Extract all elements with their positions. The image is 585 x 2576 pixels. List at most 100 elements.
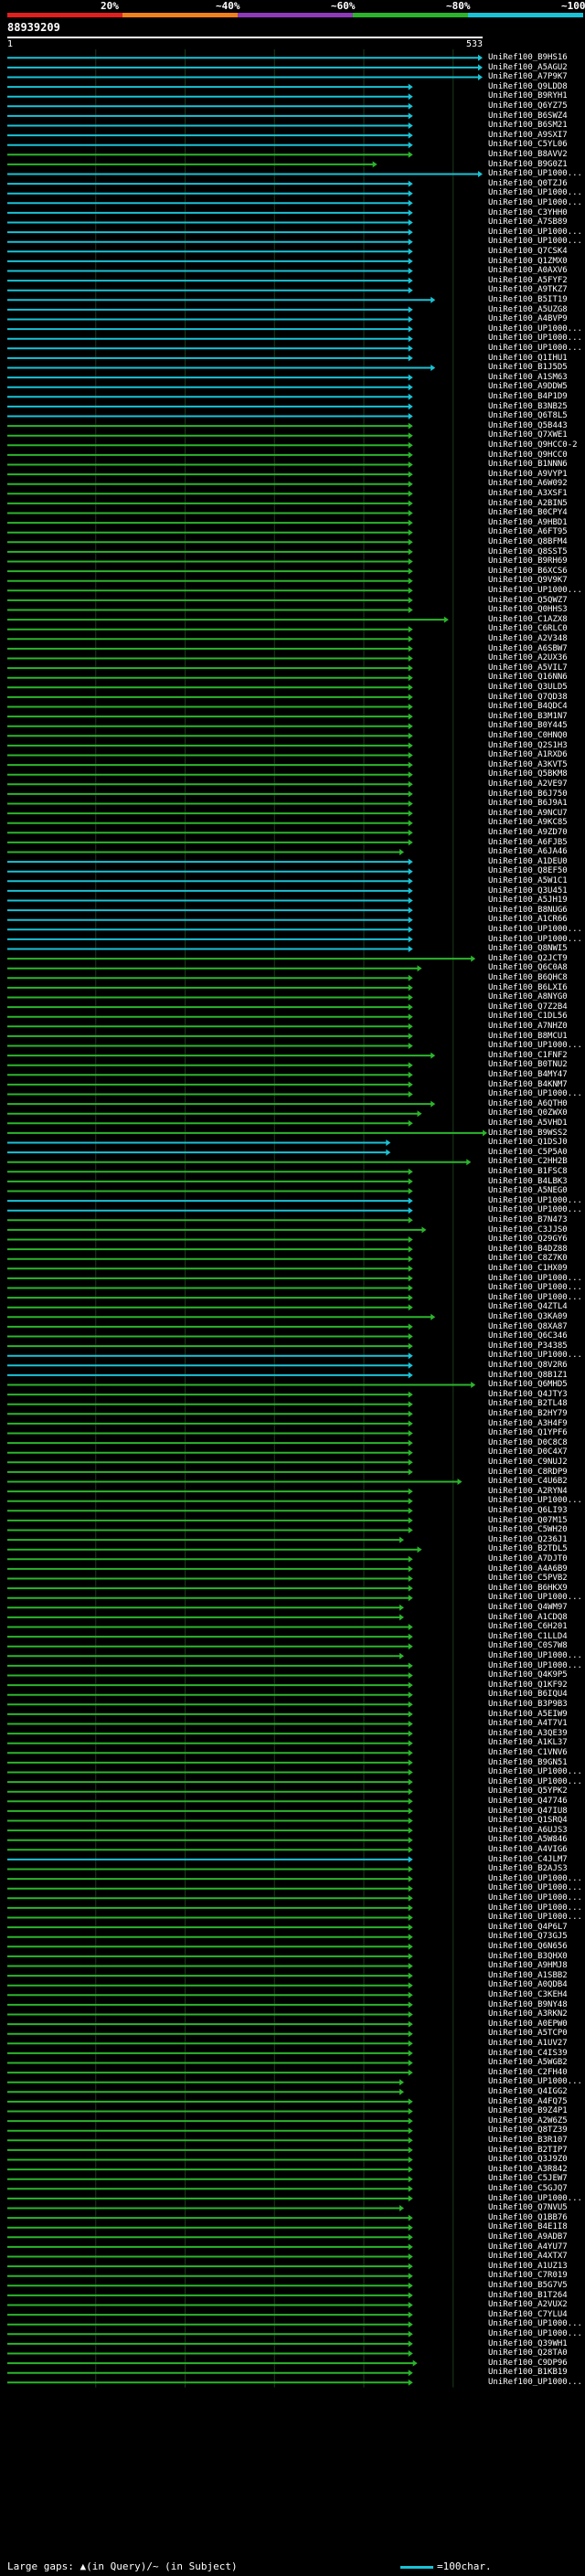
hit-label[interactable]: UniRef100_B2AJS3 — [488, 1864, 568, 1874]
hit-label[interactable]: UniRef100_A2W6Z5 — [488, 2115, 568, 2125]
hit-label[interactable]: UniRef100_A7SB89 — [488, 217, 568, 228]
hit-label[interactable]: UniRef100_Q4JTY3 — [488, 1389, 568, 1399]
hit-label[interactable]: UniRef100_Q9V9K7 — [488, 576, 568, 586]
hit-label[interactable]: UniRef100_Q4IGG2 — [488, 2087, 568, 2096]
hit-label[interactable]: UniRef100_B9GN51 — [488, 1757, 568, 1767]
hit-label[interactable]: UniRef100_UP1000... — [488, 1283, 582, 1293]
hit-label[interactable]: UniRef100_B4KNM7 — [488, 1079, 568, 1089]
hit-label[interactable]: UniRef100_A3QE39 — [488, 1728, 568, 1738]
hit-label[interactable]: UniRef100_A4XTX7 — [488, 2252, 568, 2262]
hit-label[interactable]: UniRef100_A9KC85 — [488, 818, 568, 828]
hit-label[interactable]: UniRef100_UP1000... — [488, 1593, 582, 1603]
hit-label[interactable]: UniRef100_B9G0Z1 — [488, 159, 568, 169]
hit-label[interactable]: UniRef100_Q5YPK2 — [488, 1786, 568, 1797]
hit-label[interactable]: UniRef100_C0S7W8 — [488, 1641, 568, 1651]
hit-label[interactable]: UniRef100_Q6C346 — [488, 1331, 568, 1341]
hit-label[interactable]: UniRef100_A0AXV6 — [488, 266, 568, 276]
hit-label[interactable]: UniRef100_C3JJS0 — [488, 1224, 568, 1235]
hit-label[interactable]: UniRef100_B2TL48 — [488, 1399, 568, 1409]
hit-label[interactable]: UniRef100_C5JEW7 — [488, 2174, 568, 2184]
hit-label[interactable]: UniRef100_UP1000... — [488, 1893, 582, 1903]
hit-label[interactable]: UniRef100_A2RYN4 — [488, 1486, 568, 1496]
hit-label[interactable]: UniRef100_C5PVB2 — [488, 1574, 568, 1584]
hit-label[interactable]: UniRef100_B1KB19 — [488, 2368, 568, 2378]
hit-label[interactable]: UniRef100_A7P9K7 — [488, 72, 568, 82]
hit-label[interactable]: UniRef100_Q4P6L7 — [488, 1922, 568, 1932]
hit-label[interactable]: UniRef100_A5W1C1 — [488, 876, 568, 885]
hit-label[interactable]: UniRef100_B6IQU4 — [488, 1690, 568, 1700]
hit-label[interactable]: UniRef100_A0QDB4 — [488, 1980, 568, 1990]
hit-label[interactable]: UniRef100_A9HMJ8 — [488, 1961, 568, 1971]
hit-label[interactable]: UniRef100_Q7CSK4 — [488, 247, 568, 256]
hit-label[interactable]: UniRef100_A1SM63 — [488, 372, 568, 382]
hit-label[interactable]: UniRef100_C1AZX8 — [488, 614, 568, 624]
hit-label[interactable]: UniRef100_Q8B1Z1 — [488, 1370, 568, 1380]
hit-label[interactable]: UniRef100_B4E1I8 — [488, 2222, 568, 2232]
hit-label[interactable]: UniRef100_C5WH20 — [488, 1525, 568, 1535]
hit-label[interactable]: UniRef100_C2FH40 — [488, 2067, 568, 2077]
hit-label[interactable]: UniRef100_Q3KA09 — [488, 1312, 568, 1321]
hit-label[interactable]: UniRef100_Q8EF50 — [488, 866, 568, 876]
hit-label[interactable]: UniRef100_B0Y445 — [488, 721, 568, 731]
hit-label[interactable]: UniRef100_Q6T8L5 — [488, 411, 568, 421]
hit-label[interactable]: UniRef100_UP1000... — [488, 1089, 582, 1099]
hit-label[interactable]: UniRef100_A1CR66 — [488, 915, 568, 925]
hit-label[interactable]: UniRef100_B3NB25 — [488, 401, 568, 411]
hit-label[interactable]: UniRef100_Q0HHS3 — [488, 605, 568, 615]
hit-label[interactable]: UniRef100_B8AVV2 — [488, 150, 568, 159]
hit-label[interactable]: UniRef100_B6J9A1 — [488, 799, 568, 809]
hit-label[interactable]: UniRef100_C5GJQ7 — [488, 2184, 568, 2193]
hit-label[interactable]: UniRef100_A1SBB2 — [488, 1970, 568, 1980]
hit-label[interactable]: UniRef100_B6HKX9 — [488, 1583, 568, 1593]
hit-label[interactable]: UniRef100_A5W846 — [488, 1835, 568, 1845]
hit-label[interactable]: UniRef100_B4P1D9 — [488, 392, 568, 401]
hit-label[interactable]: UniRef100_Q9LDD8 — [488, 81, 568, 91]
hit-label[interactable]: UniRef100_UP1000... — [488, 1292, 582, 1302]
hit-label[interactable]: UniRef100_A1DEU0 — [488, 856, 568, 866]
hit-label[interactable]: UniRef100_Q4WM97 — [488, 1603, 568, 1612]
hit-label[interactable]: UniRef100_A6QTH0 — [488, 1098, 568, 1108]
hit-label[interactable]: UniRef100_A3RKN2 — [488, 2009, 568, 2019]
hit-label[interactable]: UniRef100_B9HS16 — [488, 53, 568, 62]
hit-label[interactable]: UniRef100_B0CPY4 — [488, 508, 568, 518]
hit-label[interactable]: UniRef100_A1RXD6 — [488, 750, 568, 760]
hit-label[interactable]: UniRef100_Q9HCC0 — [488, 450, 568, 460]
hit-label[interactable]: UniRef100_B1FSC8 — [488, 1167, 568, 1176]
hit-label[interactable]: UniRef100_C9NUJ2 — [488, 1458, 568, 1467]
hit-label[interactable]: UniRef100_UP1000... — [488, 1913, 582, 1923]
hit-label[interactable]: UniRef100_Q39WH1 — [488, 2338, 568, 2348]
hit-label[interactable]: UniRef100_UP1000... — [488, 1041, 582, 1051]
hit-label[interactable]: UniRef100_UP1000... — [488, 198, 582, 207]
hit-label[interactable]: UniRef100_UP1000... — [488, 344, 582, 353]
hit-label[interactable]: UniRef100_B7N473 — [488, 1215, 568, 1224]
hit-label[interactable]: UniRef100_C1LLD4 — [488, 1631, 568, 1641]
hit-label[interactable]: UniRef100_Q9HCC0-2 — [488, 440, 578, 450]
hit-label[interactable]: UniRef100_Q29GY6 — [488, 1235, 568, 1245]
hit-label[interactable]: UniRef100_B5G7V5 — [488, 2281, 568, 2290]
hit-label[interactable]: UniRef100_C6H201 — [488, 1622, 568, 1632]
hit-label[interactable]: UniRef100_Q1IHU1 — [488, 353, 568, 363]
hit-label[interactable]: UniRef100_Q1ZMX0 — [488, 256, 568, 266]
hit-label[interactable]: UniRef100_C5YL06 — [488, 140, 568, 150]
hit-label[interactable]: UniRef100_A0EPW0 — [488, 2019, 568, 2029]
hit-label[interactable]: UniRef100_Q0TZJ6 — [488, 178, 568, 188]
hit-label[interactable]: UniRef100_A2V348 — [488, 634, 568, 643]
hit-label[interactable]: UniRef100_A3KVT5 — [488, 759, 568, 769]
hit-label[interactable]: UniRef100_Q73GJ5 — [488, 1932, 568, 1942]
hit-label[interactable]: UniRef100_UP1000... — [488, 934, 582, 944]
hit-label[interactable]: UniRef100_Q8SST5 — [488, 546, 568, 557]
hit-label[interactable]: UniRef100_Q3ULD5 — [488, 683, 568, 692]
hit-label[interactable]: UniRef100_Q1BB76 — [488, 2212, 568, 2222]
hit-label[interactable]: UniRef100_Q236J1 — [488, 1534, 568, 1544]
hit-label[interactable]: UniRef100_B6SM21 — [488, 121, 568, 131]
hit-label[interactable]: UniRef100_D0C8C8 — [488, 1437, 568, 1447]
hit-label[interactable]: UniRef100_B6J750 — [488, 789, 568, 799]
hit-label[interactable]: UniRef100_UP1000... — [488, 323, 582, 334]
hit-label[interactable]: UniRef100_C9DP96 — [488, 2358, 568, 2368]
hit-label[interactable]: UniRef100_UP1000... — [488, 1767, 582, 1777]
hit-label[interactable]: UniRef100_B2HY79 — [488, 1409, 568, 1418]
hit-label[interactable]: UniRef100_B8MCU1 — [488, 1031, 568, 1041]
hit-label[interactable]: UniRef100_P34385 — [488, 1341, 568, 1351]
hit-label[interactable]: UniRef100_Q8XA87 — [488, 1321, 568, 1331]
hit-label[interactable]: UniRef100_C6RLC0 — [488, 624, 568, 634]
